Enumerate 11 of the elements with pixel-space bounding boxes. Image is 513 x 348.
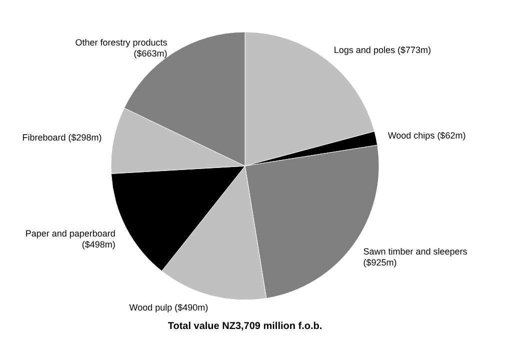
slice-label: Sawn timber and sleepers (363, 246, 468, 257)
slice-label: Logs and poles ($773m) (334, 45, 431, 56)
slice-label: Other forestry products (75, 37, 168, 48)
slice-label: Wood chips ($62m) (388, 130, 466, 141)
data-label: ($663m) (134, 48, 168, 58)
data-label: ($925m) (363, 258, 397, 268)
slice-label: Wood pulp ($490m) (129, 302, 208, 312)
slice-label: Fibreboard ($298m) (22, 132, 102, 143)
data-label: ($498m) (82, 239, 116, 250)
text: Total value NZ3,709 million f.o.b. (168, 321, 322, 332)
slice-label: Paper and paperboard (25, 228, 116, 238)
